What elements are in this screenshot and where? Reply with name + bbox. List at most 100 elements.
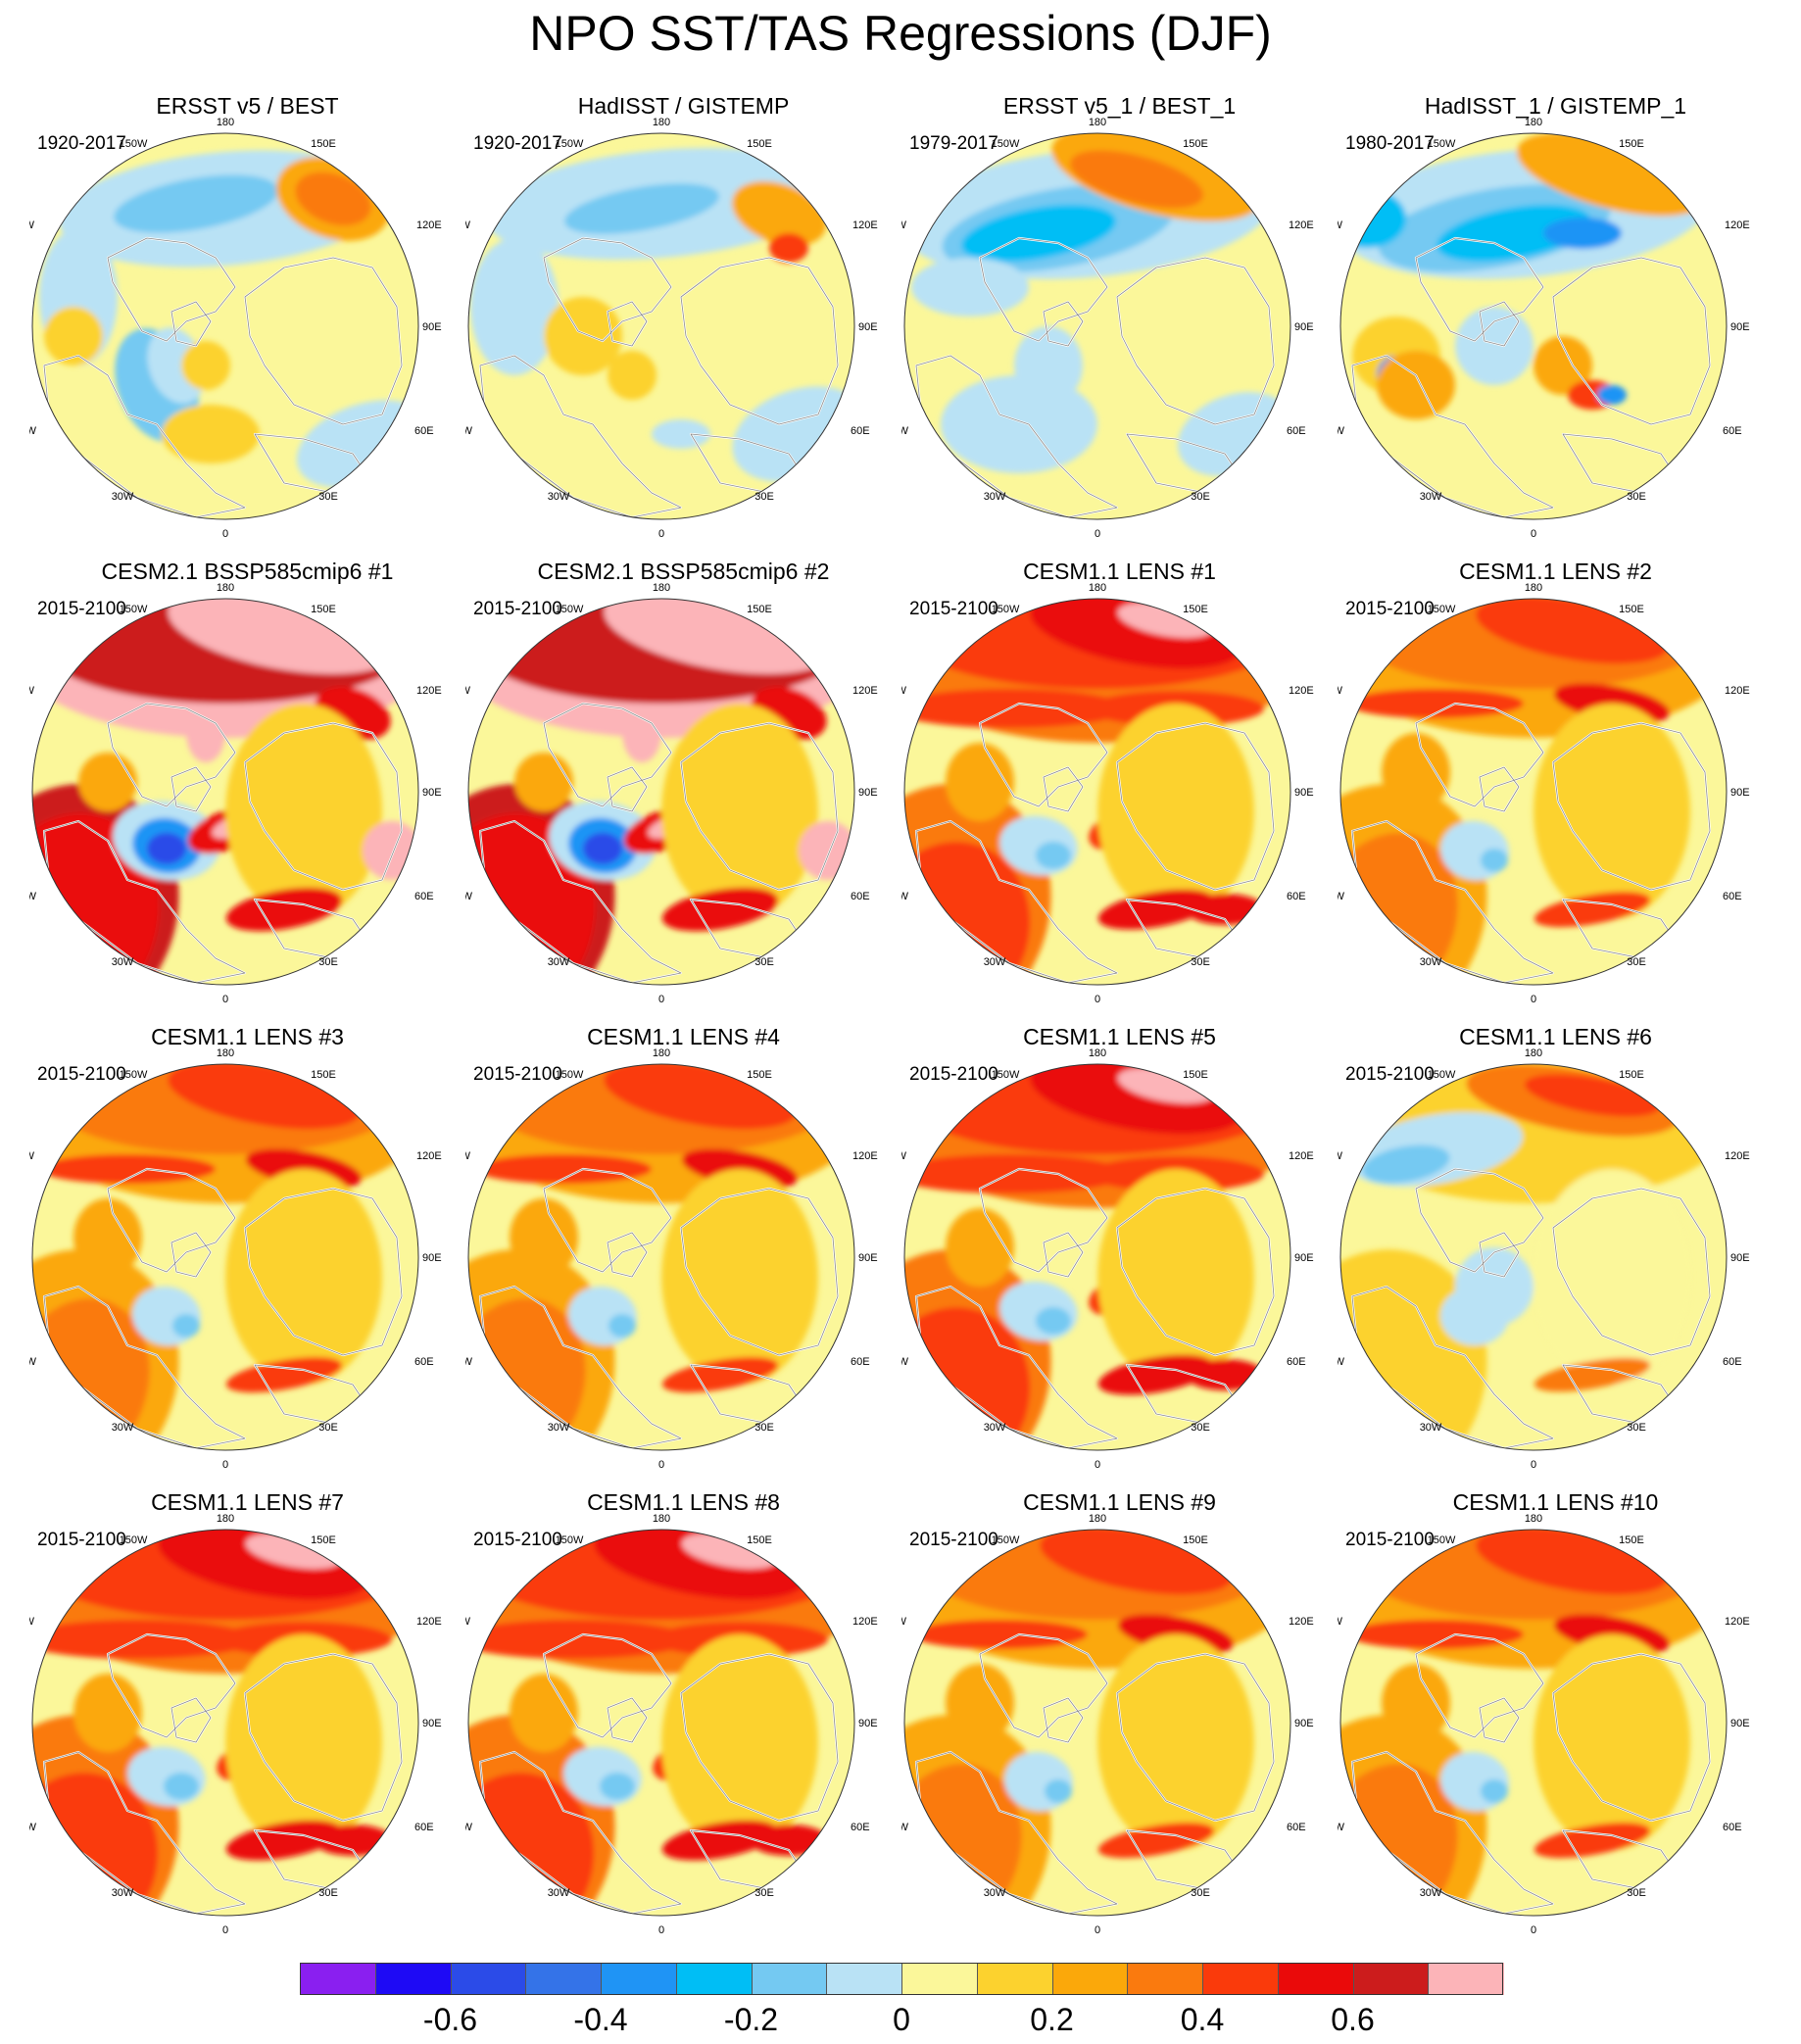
longitude-label: 180 [653, 118, 670, 128]
anomaly-region [608, 1314, 636, 1338]
polar-map: 180150W150E120W120E90W90E60W60E30W30E0 [1338, 583, 1750, 1004]
longitude-label: 150W [992, 604, 1020, 615]
map-boundary [903, 1063, 1291, 1451]
anomaly-region [1533, 336, 1592, 395]
longitude-label: 30E [1191, 1422, 1210, 1434]
longitude-label: 0 [222, 994, 228, 1004]
longitude-label: 60W [29, 1356, 37, 1368]
anomaly-region [147, 833, 186, 864]
anomaly-region [1481, 849, 1508, 872]
longitude-label: 30E [1627, 1422, 1646, 1434]
longitude-label: 150E [311, 1534, 336, 1546]
longitude-label: 0 [1531, 994, 1536, 1004]
map-boundary [31, 1063, 419, 1451]
panel-title: CESM1.1 LENS #8 [587, 1489, 780, 1515]
anomaly-region [514, 753, 573, 811]
longitude-label: 60E [851, 891, 870, 902]
longitude-label: 120W [901, 1616, 907, 1628]
longitude-label: 60E [851, 425, 870, 437]
anomaly-region [1382, 733, 1450, 811]
anomaly-region [911, 258, 1029, 316]
longitude-label: 150E [747, 604, 772, 615]
longitude-label: 30W [112, 956, 134, 968]
anomaly-region [225, 1169, 382, 1385]
regression-field [904, 133, 1290, 476]
longitude-label: 90E [422, 1718, 442, 1729]
longitude-label: 30E [318, 956, 338, 968]
longitude-label: 60E [1287, 891, 1306, 902]
colorbar-tick-label: 0.6 [1331, 2002, 1375, 2037]
map-boundary [467, 1529, 855, 1917]
longitude-label: 60E [414, 425, 434, 437]
longitude-label: 0 [222, 528, 228, 539]
map-panel: CESM1.1 LENS #10180150W150E120W120E90W90… [1338, 1475, 1774, 1940]
map-boundary [1339, 598, 1728, 986]
longitude-label: 120W [465, 685, 471, 697]
longitude-label: 120E [1725, 219, 1750, 231]
longitude-label: 180 [1089, 583, 1106, 594]
panel-period: 2015-2100 [1345, 1530, 1435, 1550]
longitude-label: 120W [29, 219, 35, 231]
polar-map: 180150W150E120W120E90W90E60W60E30W30E0 [29, 583, 442, 1004]
colorbar-swatch [826, 1963, 902, 1995]
colorbar-swatch [601, 1963, 677, 1995]
panel-period: 2015-2100 [473, 1064, 562, 1085]
panel-period: 2015-2100 [1345, 599, 1435, 619]
map-boundary [467, 132, 855, 520]
anomaly-region [1533, 1169, 1690, 1385]
longitude-label: 120W [901, 685, 907, 697]
longitude-label: 60W [901, 1356, 909, 1368]
anomaly-region [564, 183, 719, 234]
anomaly-region [946, 743, 1014, 821]
anomaly-region [1097, 1169, 1254, 1385]
longitude-label: 180 [217, 583, 234, 594]
panel-title: CESM1.1 LENS #6 [1459, 1024, 1652, 1049]
anomaly-region [911, 1620, 1088, 1649]
longitude-label: 60W [465, 891, 473, 902]
longitude-label: 120E [1725, 685, 1750, 697]
panel-title: HadISST_1 / GISTEMP_1 [1424, 93, 1687, 119]
longitude-label: 0 [658, 1459, 664, 1470]
longitude-label: 90E [858, 321, 878, 333]
longitude-label: 180 [217, 118, 234, 128]
longitude-label: 30W [112, 491, 134, 503]
map-panel: ERSST v5 / BEST180150W150E120W120E90W90E… [29, 78, 465, 544]
anomaly-region [44, 307, 103, 365]
colorbar-swatch [1202, 1963, 1279, 1995]
panel-period: 2015-2100 [37, 1064, 126, 1085]
longitude-label: 60W [1338, 891, 1345, 902]
longitude-label: 30E [1627, 491, 1646, 503]
anomaly-region [731, 181, 827, 246]
longitude-label: 150W [992, 1069, 1020, 1081]
longitude-label: 30W [984, 956, 1006, 968]
longitude-label: 60W [901, 425, 909, 437]
anomaly-region [1347, 689, 1524, 718]
panel-period: 1920-2017 [37, 133, 126, 154]
longitude-label: 120E [852, 219, 878, 231]
longitude-label: 150W [120, 1069, 148, 1081]
anomaly-region [510, 1198, 578, 1277]
anomaly-region [172, 1314, 200, 1338]
panel-period: 2015-2100 [909, 1530, 998, 1550]
anomaly-region [1036, 1307, 1071, 1335]
longitude-label: 120E [416, 1150, 442, 1162]
longitude-label: 30W [548, 1887, 570, 1899]
anomaly-region [661, 887, 779, 932]
anomaly-region [1097, 1822, 1215, 1859]
longitude-label: 60E [1287, 1822, 1306, 1833]
longitude-label: 30E [1627, 1887, 1646, 1899]
anomaly-region [1455, 307, 1533, 385]
longitude-label: 30E [754, 956, 774, 968]
anomaly-region [544, 297, 622, 375]
anomaly-region [1362, 1144, 1450, 1184]
longitude-label: 180 [1525, 118, 1542, 128]
panel-period: 1920-2017 [473, 133, 562, 154]
longitude-label: 120W [901, 219, 907, 231]
longitude-label: 120W [29, 685, 35, 697]
polar-map: 180150W150E120W120E90W90E60W60E30W30E0 [1338, 1048, 1750, 1470]
anomaly-region [73, 1198, 142, 1277]
colorbar [300, 1963, 1504, 1995]
colorbar-tick-label: -0.6 [422, 2002, 478, 2037]
longitude-label: 90E [1730, 1252, 1750, 1264]
